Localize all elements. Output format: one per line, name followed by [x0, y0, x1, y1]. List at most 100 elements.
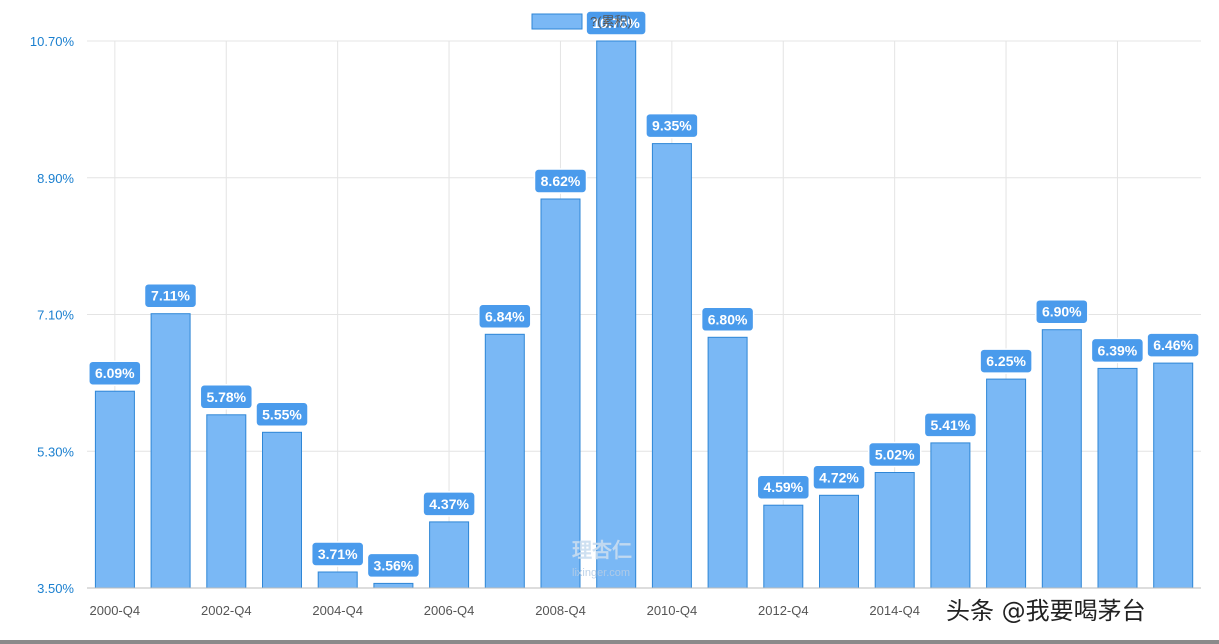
data-label-bg [645, 112, 699, 139]
data-label: 6.80% [700, 306, 755, 333]
data-label-text: 8.62% [541, 173, 581, 189]
watermark-site: lixinger.com [572, 567, 630, 579]
data-label-text: 6.39% [1098, 342, 1138, 358]
data-label-bg [310, 541, 365, 567]
data-label-text: 10.70% [592, 15, 640, 31]
data-label: 6.90% [1035, 298, 1089, 325]
watermark: 理杏仁 lixinger.com [572, 538, 632, 579]
y-tick-label: 8.90% [37, 171, 74, 186]
data-label-text: 5.41% [931, 417, 971, 433]
data-labels-layer: 6.09% 7.11% 5.78% 5.55% 3.71% 3.56% 4.37% 6.84%… [88, 10, 1200, 579]
data-label-text: 6.09% [95, 365, 135, 381]
bar[interactable] [986, 378, 1027, 589]
data-label-text: 7.11% [151, 288, 190, 304]
watermark-brand: 理杏仁 [572, 538, 632, 562]
grid-layer [87, 40, 1201, 589]
legend-label: ?(累积) [590, 14, 632, 29]
x-tick-label: 2002-Q4 [201, 603, 252, 618]
data-label-text: 6.80% [708, 311, 748, 327]
data-label: 7.11% [143, 282, 198, 309]
data-label-bg [255, 401, 309, 428]
bar[interactable] [1041, 329, 1082, 589]
data-label-text: 5.02% [875, 447, 915, 463]
data-label: 4.37% [422, 491, 476, 517]
data-label: 3.71% [310, 541, 365, 567]
data-label-bg [867, 441, 922, 468]
data-label: 4.59% [756, 474, 811, 500]
bar[interactable] [1097, 367, 1138, 589]
data-label-text: 5.55% [262, 406, 302, 422]
data-label: 6.46% [1146, 332, 1200, 358]
data-label-text: 4.37% [429, 496, 469, 512]
bar[interactable] [707, 336, 748, 589]
data-label-text: 6.84% [485, 308, 525, 324]
x-tick-label: 2006-Q4 [424, 603, 475, 618]
data-label: 5.55% [255, 401, 309, 428]
bar[interactable] [373, 582, 414, 589]
bar[interactable] [429, 521, 470, 589]
bar[interactable] [763, 504, 804, 589]
bar[interactable] [819, 494, 859, 589]
bar[interactable] [262, 431, 302, 589]
bar[interactable] [206, 414, 247, 589]
data-label: 6.25% [979, 348, 1033, 374]
x-tick-label: 2000-Q4 [90, 603, 141, 618]
bar[interactable] [874, 472, 915, 589]
data-label-text: 3.71% [318, 546, 358, 562]
y-tick-label: 5.30% [37, 444, 74, 459]
data-label-bg [812, 464, 866, 491]
bars-layer [94, 40, 1194, 589]
data-label-bg [923, 412, 978, 438]
data-label-text: 9.35% [652, 118, 692, 134]
data-label: 10.70% [585, 10, 647, 36]
bar[interactable] [1153, 362, 1194, 589]
data-label-bg [700, 306, 755, 333]
data-label-bg [533, 168, 588, 194]
overlay-caption: 头条 @我要喝茅台 [946, 597, 1146, 625]
data-label-text: 6.46% [1153, 337, 1193, 353]
data-label-bg [1035, 298, 1089, 325]
bar[interactable] [150, 313, 191, 589]
data-label-text: 4.59% [763, 479, 803, 495]
bar[interactable] [540, 198, 581, 589]
data-label: 4.72% [812, 464, 866, 491]
data-label-bg [979, 348, 1033, 374]
data-label-text: 6.25% [986, 353, 1026, 369]
data-label: 3.56% [366, 552, 421, 579]
data-label: 5.41% [923, 412, 978, 438]
data-label: 5.02% [867, 441, 922, 468]
data-label-bg [756, 474, 811, 500]
data-label: 6.84% [478, 303, 532, 330]
x-tick-label: 2014-Q4 [869, 603, 920, 618]
data-label-bg [422, 491, 476, 517]
data-label: 8.62% [533, 168, 588, 194]
data-label: 6.39% [1090, 337, 1145, 364]
x-tick-label: 2012-Q4 [758, 603, 809, 618]
legend-swatch [531, 13, 583, 30]
data-label-bg [478, 303, 532, 330]
x-tick-label: 2008-Q4 [535, 603, 586, 618]
data-label-bg [143, 282, 198, 309]
data-label-text: 4.72% [819, 469, 859, 485]
data-label-bg [1146, 332, 1200, 358]
data-label-bg [88, 360, 142, 386]
bar[interactable] [484, 333, 525, 589]
bar[interactable] [596, 40, 637, 589]
data-label-text: 6.90% [1042, 304, 1082, 320]
data-label: 6.09% [88, 360, 142, 386]
data-label: 5.78% [199, 384, 254, 410]
bar[interactable] [651, 143, 692, 589]
data-label: 9.35% [645, 112, 699, 139]
y-tick-label: 3.50% [37, 581, 74, 596]
legend[interactable]: ?(累积) [531, 13, 632, 30]
data-label-bg [1090, 337, 1145, 364]
y-tick-label: 10.70% [30, 34, 75, 49]
y-axis: 3.50% 5.30% 7.10% 8.90% 10.70% [30, 34, 75, 596]
bar[interactable] [317, 571, 358, 589]
data-label-bg [585, 10, 647, 36]
bar[interactable] [930, 442, 971, 589]
data-label-text: 5.78% [206, 389, 246, 405]
bar[interactable] [94, 390, 135, 589]
y-tick-label: 7.10% [37, 308, 74, 323]
